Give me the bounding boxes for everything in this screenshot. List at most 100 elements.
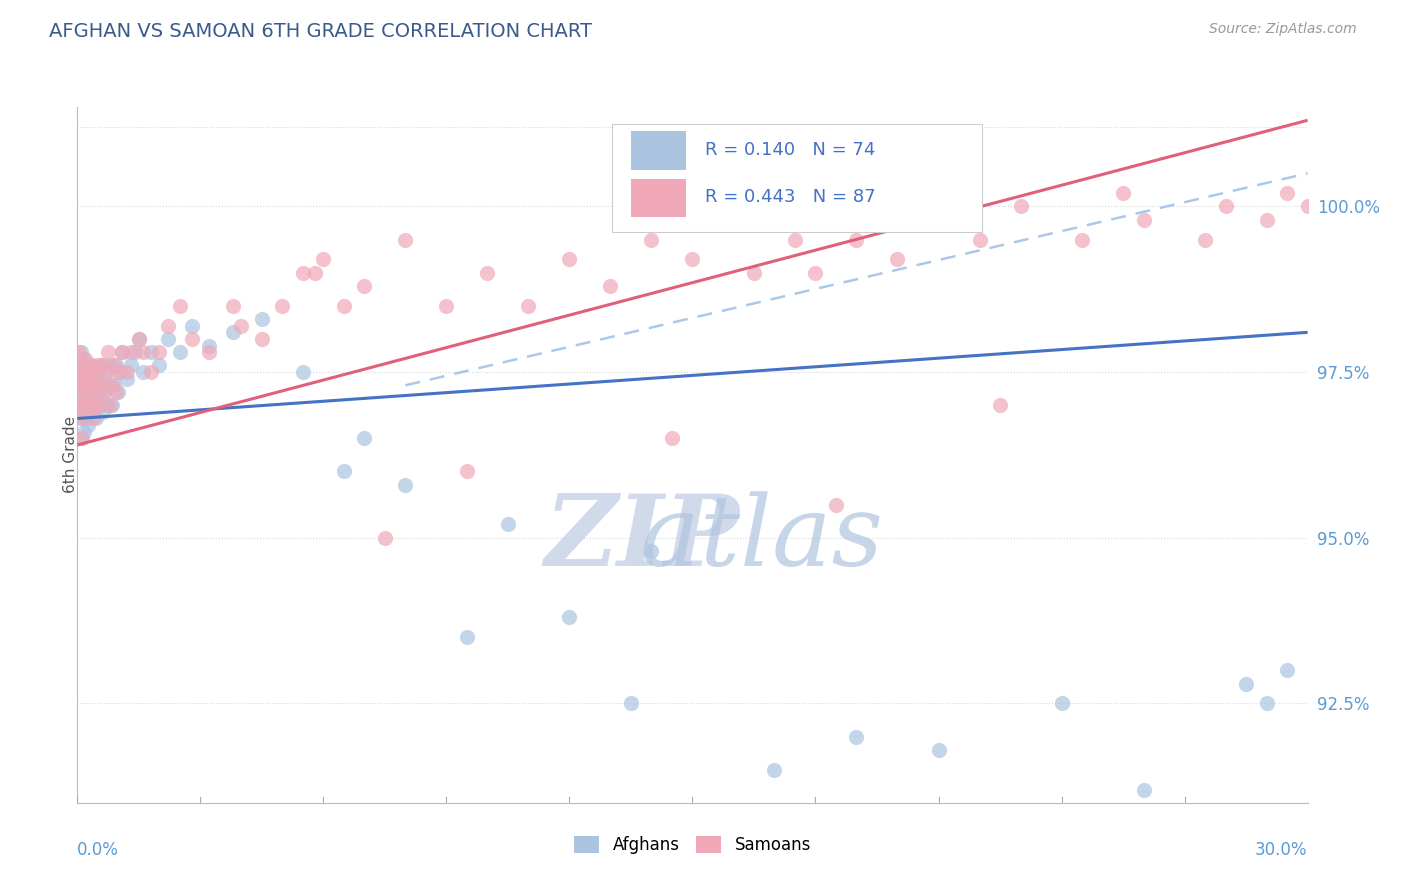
Point [84, 411, 107, 425]
Point [1010, 199, 1032, 213]
Point [79, 398, 101, 412]
Point [1256, 212, 1278, 227]
Point [374, 531, 396, 545]
Point [148, 359, 170, 373]
Point [91, 405, 114, 419]
Point [291, 365, 314, 379]
Point [86, 384, 108, 399]
Point [156, 332, 179, 346]
Point [83, 384, 105, 399]
Point [804, 266, 827, 280]
Point [70, 431, 93, 445]
Point [825, 498, 848, 512]
Point [70, 378, 93, 392]
Point [79, 359, 101, 373]
Point [436, 299, 458, 313]
Point [97, 345, 120, 359]
Point [79, 378, 101, 392]
Point [456, 465, 478, 479]
Text: R = 0.140   N = 74: R = 0.140 N = 74 [704, 141, 875, 159]
Y-axis label: 6th Grade: 6th Grade [63, 417, 77, 493]
Point [169, 299, 191, 313]
Point [222, 326, 245, 340]
Point [620, 697, 643, 711]
Point [82, 411, 104, 425]
Point [76, 384, 98, 399]
Point [742, 266, 765, 280]
Point [456, 630, 478, 644]
Point [73, 405, 96, 419]
Point [496, 517, 519, 532]
Point [67, 384, 90, 399]
Point [1071, 233, 1094, 247]
Point [84, 398, 107, 412]
Point [69, 378, 91, 392]
Point [72, 384, 94, 399]
Point [75, 372, 97, 386]
Point [103, 359, 125, 373]
Point [558, 252, 581, 267]
Point [124, 345, 146, 359]
Point [98, 359, 121, 373]
Point [394, 477, 416, 491]
Point [97, 378, 120, 392]
Text: 0.0%: 0.0% [77, 841, 120, 859]
Point [72, 384, 94, 399]
Point [763, 763, 786, 777]
Point [90, 359, 114, 373]
Text: Source: ZipAtlas.com: Source: ZipAtlas.com [1209, 22, 1357, 37]
Point [67, 345, 90, 359]
Point [110, 365, 132, 379]
Point [73, 378, 96, 392]
Point [73, 398, 96, 412]
Point [1275, 186, 1298, 201]
Point [1194, 233, 1216, 247]
Point [93, 384, 115, 399]
Point [75, 398, 97, 412]
Point [312, 252, 335, 267]
Point [304, 266, 326, 280]
Point [105, 359, 128, 373]
Point [1296, 199, 1319, 213]
Point [70, 372, 93, 386]
Point [89, 398, 111, 412]
Point [72, 359, 94, 373]
Point [82, 378, 104, 392]
Point [70, 345, 93, 359]
Point [1234, 676, 1257, 690]
FancyBboxPatch shape [631, 131, 686, 169]
Point [70, 359, 93, 373]
Point [77, 418, 100, 433]
Point [845, 233, 868, 247]
Point [291, 266, 314, 280]
Point [988, 398, 1011, 412]
Text: AFGHAN VS SAMOAN 6TH GRADE CORRELATION CHART: AFGHAN VS SAMOAN 6TH GRADE CORRELATION C… [49, 22, 592, 41]
Point [222, 299, 245, 313]
Point [80, 405, 103, 419]
Point [1132, 782, 1154, 797]
Point [87, 365, 110, 379]
FancyBboxPatch shape [631, 178, 686, 217]
Point [120, 359, 142, 373]
Point [886, 252, 908, 267]
Point [70, 411, 93, 425]
Point [111, 345, 134, 359]
Point [181, 332, 204, 346]
Point [132, 345, 155, 359]
Point [141, 365, 163, 379]
Point [682, 252, 704, 267]
Point [89, 398, 111, 412]
Point [87, 359, 110, 373]
Point [558, 610, 581, 624]
Point [517, 299, 540, 313]
Point [128, 332, 150, 346]
Point [69, 411, 91, 425]
Point [197, 345, 219, 359]
Point [83, 365, 105, 379]
Point [599, 279, 621, 293]
Point [70, 398, 93, 412]
Point [1275, 663, 1298, 677]
Point [70, 365, 93, 379]
Point [107, 365, 129, 379]
Point [75, 411, 97, 425]
